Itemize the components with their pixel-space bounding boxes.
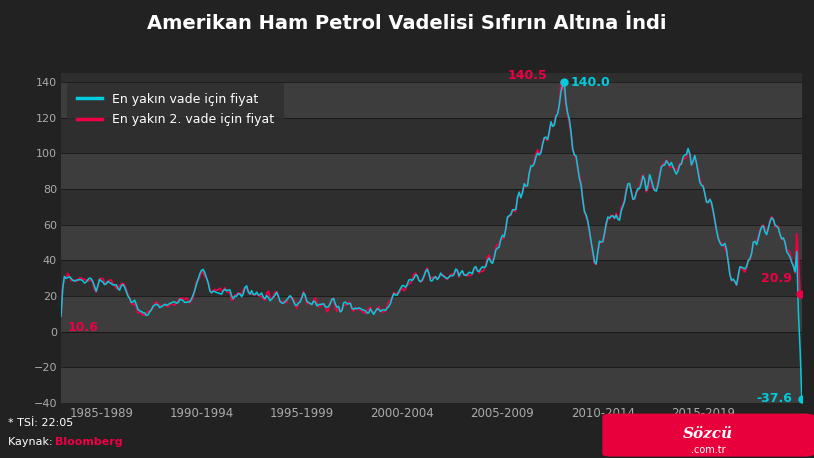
Text: Kaynak:: Kaynak: (8, 436, 56, 447)
Text: 20.9: 20.9 (761, 272, 792, 285)
Text: -37.6: -37.6 (756, 392, 792, 405)
Bar (61, 82, 802, 118)
Text: Bloomberg: Bloomberg (55, 436, 122, 447)
Point (795, 395, 808, 403)
Bar (61, 189, 802, 225)
Bar (61, 118, 802, 153)
Bar (61, 261, 802, 296)
Bar (61, 153, 802, 189)
Legend: En yakın vade için fiyat, En yakın 2. vade için fiyat: En yakın vade için fiyat, En yakın 2. va… (68, 83, 284, 136)
Text: 140.0: 140.0 (571, 76, 610, 89)
Text: Sözcü: Sözcü (683, 427, 733, 441)
Text: 10.6: 10.6 (68, 321, 98, 334)
Point (794, 291, 807, 298)
Bar (61, 332, 802, 367)
Bar (61, 296, 802, 332)
Bar (61, 367, 802, 403)
FancyBboxPatch shape (602, 414, 814, 457)
Point (558, 78, 571, 86)
Bar (61, 225, 802, 261)
Text: * TSİ: 22:05: * TSİ: 22:05 (8, 418, 73, 428)
Text: 140.5: 140.5 (508, 69, 548, 82)
Text: .com.tr: .com.tr (691, 445, 725, 455)
Text: Amerikan Ham Petrol Vadelisi Sıfırın Altına İndi: Amerikan Ham Petrol Vadelisi Sıfırın Alt… (147, 14, 667, 33)
